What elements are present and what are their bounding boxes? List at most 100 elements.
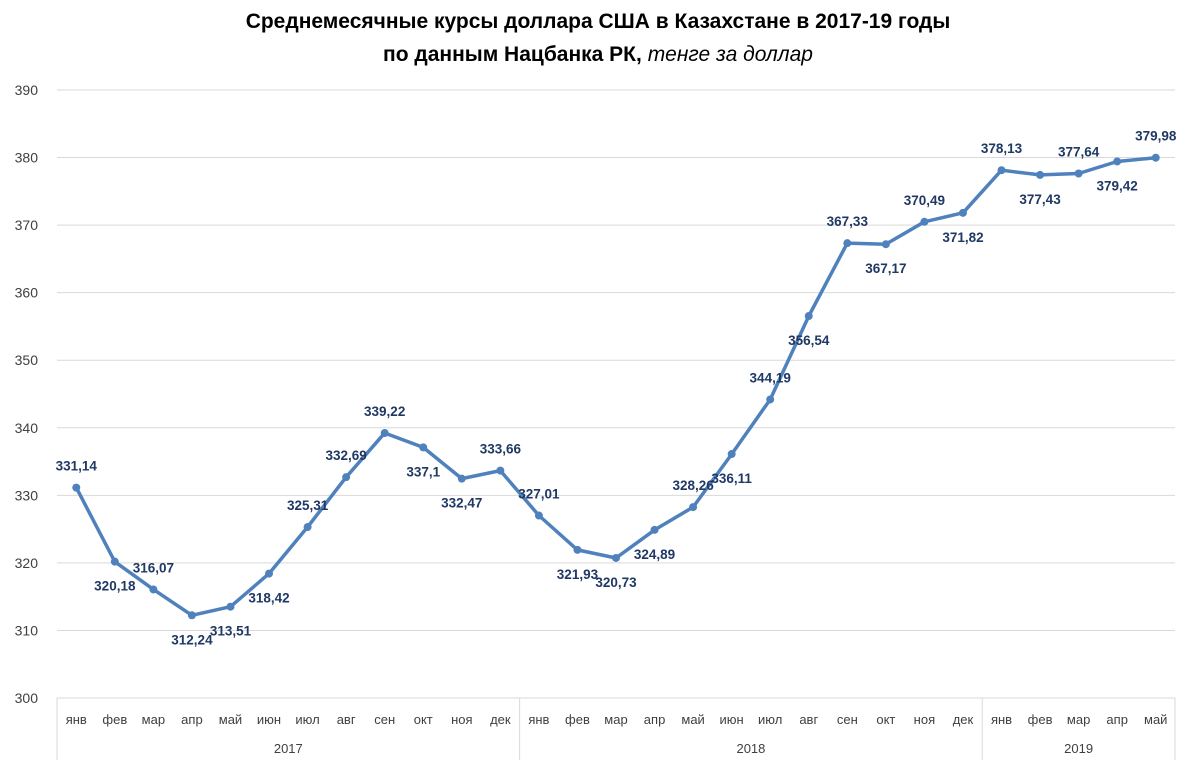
year-label: 2018 [736,741,765,756]
x-tick-label: июн [257,712,281,727]
data-point [881,240,890,249]
x-tick-label: сен [837,712,858,727]
x-tick-label: фев [1028,712,1053,727]
data-point [1036,170,1045,179]
data-point [226,602,235,611]
x-tick-label: янв [528,712,549,727]
data-point [72,483,81,492]
data-label: 320,18 [94,579,136,594]
data-label: 377,43 [1019,192,1061,207]
data-label: 324,89 [634,547,675,562]
x-tick-label: апр [181,712,203,727]
data-label: 320,73 [595,575,637,590]
x-tick-label: апр [1106,712,1128,727]
data-point [342,473,351,482]
data-point [457,474,466,483]
y-tick-label: 330 [15,487,39,503]
x-tick-label: мар [604,712,627,727]
data-label: 313,51 [210,624,252,639]
data-label: 371,82 [942,230,983,245]
series-line [74,155,1158,618]
data-point [265,569,274,578]
x-tick-label: мар [142,712,165,727]
year-label: 2017 [274,741,303,756]
x-tick-label: фев [102,712,127,727]
x-tick-label: дек [490,712,511,727]
data-label: 367,17 [865,261,906,276]
data-label: 312,24 [171,632,213,647]
data-point [380,429,389,438]
data-label: 370,49 [904,193,945,208]
x-tick-label: авг [799,712,818,727]
y-tick-label: 300 [15,690,39,706]
data-point [1113,157,1122,166]
data-point [573,545,582,554]
data-label: 328,26 [672,478,714,493]
data-label: 378,13 [981,141,1023,156]
data-point [804,312,813,321]
x-tick-label: окт [876,712,895,727]
year-label: 2019 [1064,741,1093,756]
data-point [187,611,196,620]
x-tick-label: дек [953,712,974,727]
data-point [534,511,543,520]
y-tick-label: 320 [15,555,39,571]
y-tick-label: 370 [15,217,39,233]
data-label: 333,66 [480,442,522,457]
data-point [110,557,119,566]
data-label: 327,01 [518,487,560,502]
x-tick-label: ноя [914,712,935,727]
data-label: 331,14 [56,459,98,474]
x-tick-label: окт [414,712,433,727]
data-point [303,523,312,532]
data-label: 367,33 [827,214,869,229]
data-point [766,395,775,404]
x-tick-label: фев [565,712,590,727]
data-point [419,443,428,452]
data-point [727,450,736,459]
data-label: 339,22 [364,404,405,419]
data-point [650,525,659,534]
data-label: 379,42 [1097,178,1138,193]
chart-title-line2: по данным Нацбанка РК, тенге за доллар [0,43,1196,67]
data-label: 377,64 [1058,144,1100,159]
data-point [496,466,505,475]
x-tick-label: ноя [451,712,472,727]
data-point [997,166,1006,175]
data-label: 344,19 [750,370,791,385]
data-point [920,217,929,226]
chart-title-main: по данным Нацбанка РК, [383,43,642,66]
y-tick-label: 340 [15,420,39,436]
y-tick-label: 350 [15,352,39,368]
y-tick-label: 380 [15,150,39,166]
x-tick-label: апр [644,712,666,727]
data-point [958,208,967,217]
data-label: 379,98 [1135,129,1177,144]
data-label: 321,93 [557,567,599,582]
data-label: 337,1 [406,464,440,479]
data-label: 316,07 [133,560,174,575]
x-tick-label: июн [720,712,744,727]
x-tick-label: май [681,712,704,727]
y-tick-label: 390 [15,82,39,98]
data-point [149,585,158,594]
data-point [1074,169,1083,178]
x-tick-label: янв [991,712,1012,727]
x-tick-label: сен [374,712,395,727]
x-tick-label: май [1144,712,1167,727]
chart-title-unit: тенге за доллар [647,43,813,66]
x-tick-label: янв [66,712,87,727]
data-point [612,553,620,562]
x-tick-label: авг [337,712,356,727]
data-point [843,239,852,248]
data-label: 336,11 [711,471,752,486]
chart-title-line1: Среднемесячные курсы доллара США в Казах… [245,10,951,33]
x-tick-label: июл [295,712,319,727]
x-tick-label: май [219,712,242,727]
data-point [689,503,698,512]
x-tick-label: июл [758,712,782,727]
data-label: 318,42 [248,591,289,606]
data-label: 325,31 [287,498,329,513]
